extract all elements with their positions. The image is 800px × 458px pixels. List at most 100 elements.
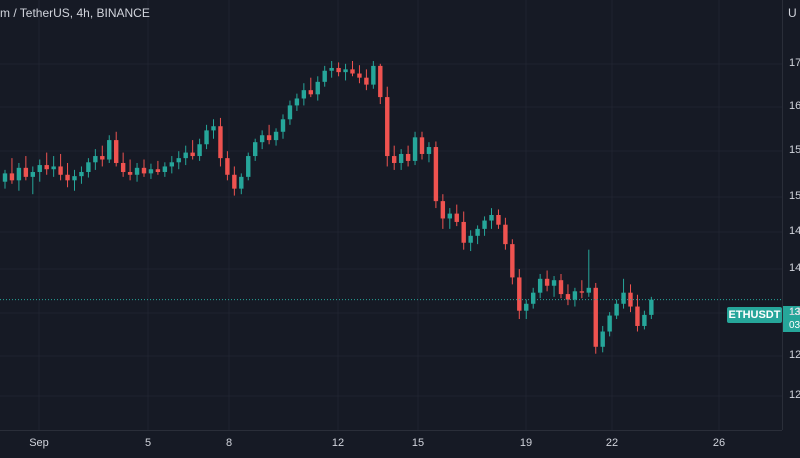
candle-body	[371, 65, 376, 85]
candle-body	[287, 105, 293, 120]
x-tick-label: 19	[519, 437, 533, 449]
candle-body	[447, 213, 452, 219]
candle-body	[155, 169, 161, 172]
y-tick-label: 14	[789, 225, 800, 237]
y-tick-label: 13	[789, 306, 800, 318]
candle-body	[239, 176, 244, 189]
candle-body	[531, 292, 536, 304]
candle-body	[225, 158, 230, 175]
candle-body	[412, 137, 418, 161]
candle-body	[65, 174, 70, 181]
candle-body	[558, 280, 564, 295]
candle-body	[100, 156, 105, 160]
y-tick-label: 15	[789, 190, 800, 202]
x-tick-label: 8	[225, 437, 233, 449]
candle-body	[120, 162, 126, 172]
candle-body	[510, 244, 515, 278]
candle-body	[322, 70, 327, 82]
candle-body	[308, 90, 313, 95]
x-tick-label: 15	[411, 437, 425, 449]
x-tick-label: 22	[605, 437, 619, 449]
candle-body	[253, 142, 258, 157]
candle-body	[183, 152, 188, 159]
candle-body	[72, 176, 77, 181]
y-tick-label: 15	[789, 144, 800, 156]
candle-body	[614, 303, 619, 316]
time-axis-border	[0, 430, 782, 431]
candlestick-plot[interactable]	[0, 0, 782, 430]
candle-body	[23, 167, 29, 177]
candle-body	[433, 147, 439, 202]
candle-body	[454, 213, 459, 222]
candle-body	[37, 165, 42, 172]
candle-body	[551, 280, 557, 286]
candle-body	[343, 69, 348, 73]
candle-body	[621, 292, 626, 304]
x-tick-label: Sep	[29, 437, 49, 449]
candle-body	[280, 119, 286, 132]
y-tick-label: 17	[789, 57, 800, 69]
candle-body	[162, 166, 168, 172]
candle-body	[259, 135, 265, 143]
candle-body	[51, 166, 56, 170]
candle-body	[398, 153, 404, 163]
candle-body	[266, 135, 272, 141]
candle-body	[635, 306, 640, 326]
candle-body	[197, 144, 202, 157]
symbol-title: m / TetherUS, 4h, BINANCE	[0, 6, 150, 20]
candle-body	[58, 166, 63, 175]
candle-body	[440, 201, 446, 219]
candle-body	[593, 287, 598, 347]
candle-body	[503, 224, 508, 245]
candle-body	[86, 162, 91, 172]
last-price-label: 13 03	[783, 306, 800, 332]
y-tick-label: 14	[789, 262, 800, 274]
candle-body	[517, 277, 522, 311]
candle-body	[294, 98, 300, 106]
candle-body	[336, 67, 341, 73]
candle-body	[16, 167, 22, 181]
candle-body	[642, 314, 647, 326]
candle-body	[204, 130, 209, 145]
x-tick-label: 5	[144, 437, 152, 449]
candle-body	[273, 131, 279, 141]
candle-body	[385, 97, 390, 157]
price-axis-unit: U	[788, 6, 797, 20]
ticker-label: ETHUSDT	[727, 307, 782, 323]
candle-body	[301, 90, 307, 99]
candle-body	[364, 77, 369, 85]
candle-body	[475, 228, 480, 236]
candle-body	[489, 215, 494, 221]
candle-body	[190, 152, 195, 157]
y-tick-label: 12	[789, 389, 800, 401]
candle-body	[9, 173, 15, 181]
candle-body	[148, 169, 154, 174]
candle-body	[315, 81, 320, 95]
candle-body	[537, 278, 543, 293]
candle-body	[468, 235, 473, 243]
candle-body	[579, 291, 585, 293]
last-price-line1: 13	[789, 307, 800, 318]
candle-body	[2, 173, 8, 182]
candle-body	[461, 221, 466, 243]
candle-body	[169, 162, 174, 167]
candle-body	[378, 65, 383, 98]
candle-body	[329, 67, 334, 71]
candle-body	[357, 73, 362, 78]
candle-body	[114, 140, 119, 163]
candle-body	[586, 287, 591, 293]
candle-body	[246, 156, 251, 177]
candle-body	[544, 278, 550, 286]
candle-body	[211, 126, 216, 131]
candle-body	[496, 215, 501, 225]
candle-body	[524, 303, 529, 311]
candle-body	[141, 167, 147, 174]
candle-body	[572, 291, 578, 300]
candle-body	[44, 165, 49, 170]
last-price-line2: 03	[789, 320, 800, 331]
candle-body	[392, 156, 397, 163]
candle-body	[232, 174, 237, 189]
candle-body	[107, 140, 112, 160]
price-axis-border	[782, 0, 783, 430]
